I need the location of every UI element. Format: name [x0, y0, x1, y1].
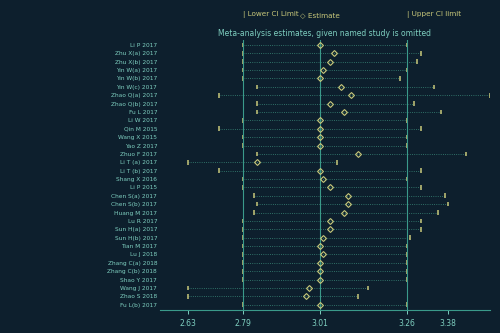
Text: | Lower CI Limit: | Lower CI Limit	[244, 11, 299, 18]
Text: | Upper CI limit: | Upper CI limit	[406, 11, 461, 18]
Text: ◇ Estimate: ◇ Estimate	[300, 12, 340, 18]
Text: Meta-analysis estimates, given named study is omitted: Meta-analysis estimates, given named stu…	[218, 29, 432, 38]
